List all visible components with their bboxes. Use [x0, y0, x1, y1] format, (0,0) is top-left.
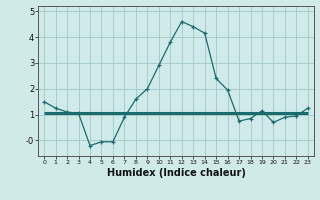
X-axis label: Humidex (Indice chaleur): Humidex (Indice chaleur) — [107, 168, 245, 178]
